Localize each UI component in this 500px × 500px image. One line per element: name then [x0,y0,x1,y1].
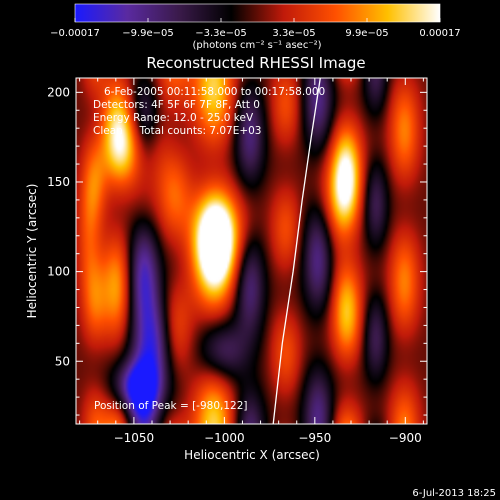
colorbar-unit-label: (photons cm⁻² s⁻¹ asec⁻²) [192,40,321,51]
generation-timestamp: 6-Jul-2013 18:25 [412,488,496,499]
colorbar-tick-3: 3.3e−05 [272,28,315,39]
plot-frame [75,77,428,425]
colorbar-tick-2: −3.3e−05 [195,28,247,39]
colorbar-tick-0: −0.00017 [50,28,100,39]
colorbar-tick-5: 0.00017 [419,28,460,39]
heatmap-image [76,78,427,424]
colorbar-tick-1: −9.9e−05 [122,28,174,39]
colorbar [74,3,441,23]
colorbar-ticks [74,18,441,22]
info-detectors: Detectors: 4F 5F 6F 7F 8F, Att 0 [93,99,260,111]
y-tick-label-3: 150 [47,175,70,189]
chart-title: Reconstructed RHESSI Image [146,54,365,72]
x-tick-label-3: −950 [298,431,331,445]
y-tick-label-4: 200 [47,85,70,99]
y-tick-label-1: 50 [55,354,70,368]
y-axis-label: Heliocentric Y (arcsec) [25,184,39,319]
solar-limb-curve [272,77,321,425]
y-tick-label-2: 100 [47,265,70,279]
x-tick-label-2: −1000 [204,431,245,445]
info-time-range: 6-Feb-2005 00:11:58.000 to 00:17:58.000 [104,86,325,98]
colorbar-tick-4: 9.9e−05 [345,28,388,39]
x-tick-label-1: −1050 [114,431,155,445]
info-energy-range: Energy Range: 12.0 - 25.0 keV [93,112,254,124]
axis-ticks [76,78,427,424]
x-axis-label: Heliocentric X (arcsec) [184,448,320,462]
x-tick-label-4: −900 [389,431,422,445]
peak-position-label: Position of Peak = [-980,122] [94,400,248,412]
info-clean-counts: Clean Total counts: 7.07E+03 [93,125,262,137]
